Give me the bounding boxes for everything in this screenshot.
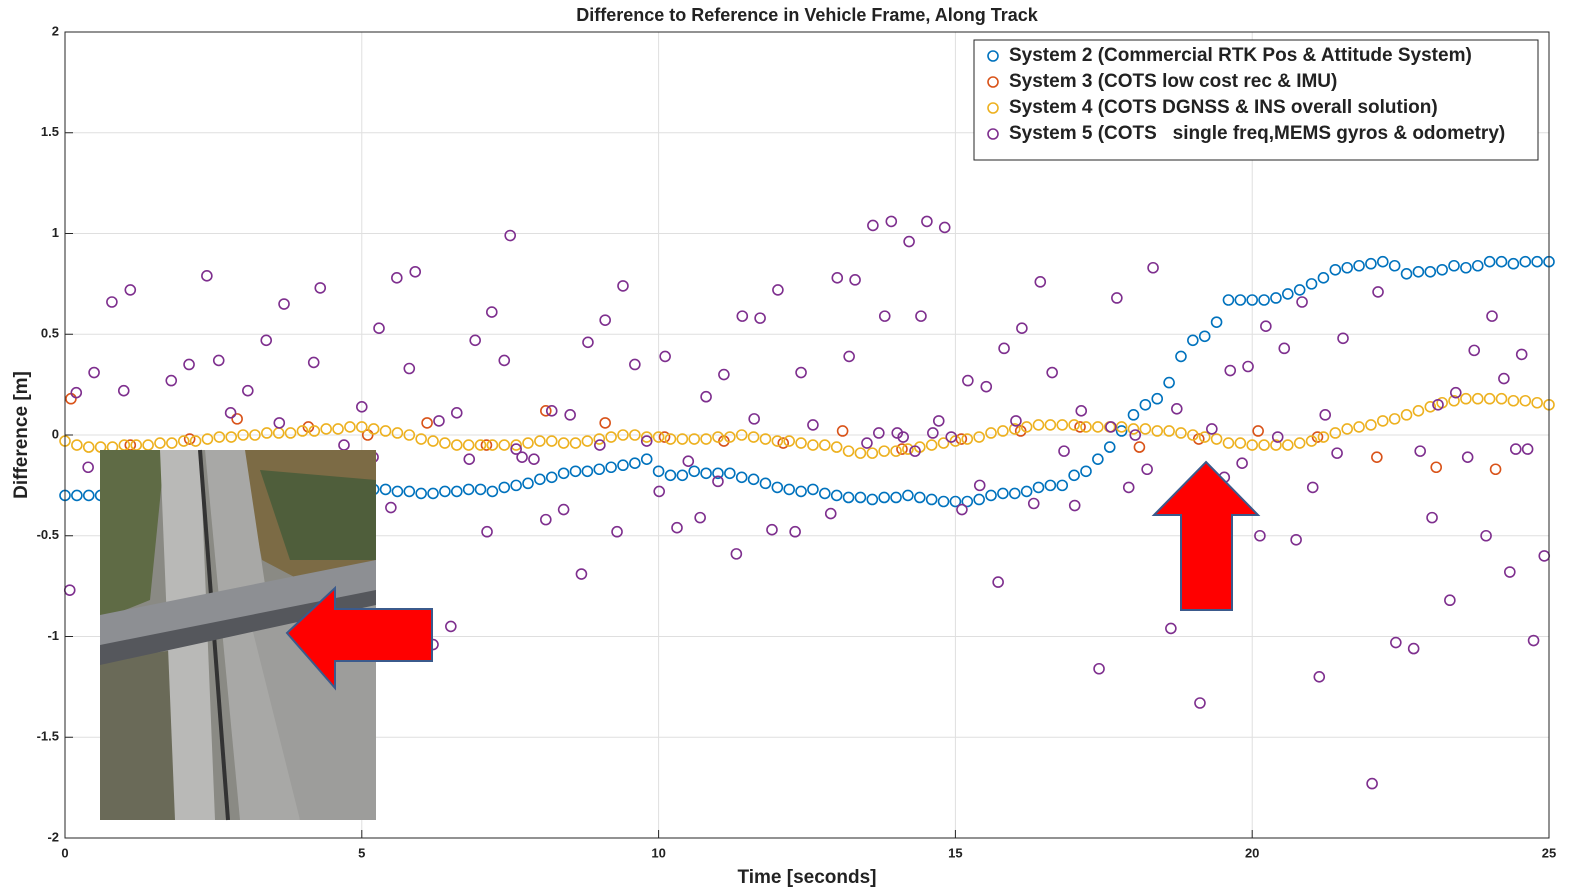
chart: Difference to Reference in Vehicle Frame… (0, 0, 1570, 891)
x-axis-label: Time [seconds] (737, 867, 876, 888)
y-tick-label: 2 (52, 23, 59, 38)
x-tick-label: 10 (651, 845, 665, 860)
y-tick-label: 0.5 (41, 326, 59, 341)
x-tick-label: 5 (358, 845, 365, 860)
photo-rocks (100, 650, 180, 820)
legend-label: System 3 (COTS low cost rec & IMU) (1009, 71, 1337, 92)
y-tick-label: 1.5 (41, 124, 59, 139)
y-tick-label: 0 (52, 426, 59, 441)
y-tick-label: -1.5 (37, 729, 59, 744)
legend-label: System 4 (COTS DGNSS & INS overall solut… (1009, 97, 1438, 118)
y-axis-label: Difference [m] (11, 371, 32, 499)
y-tick-label: 1 (52, 225, 59, 240)
y-tick-label: -2 (47, 829, 59, 844)
chart-title: Difference to Reference in Vehicle Frame… (576, 5, 1038, 25)
y-tick-label: -0.5 (37, 527, 59, 542)
x-tick-label: 15 (948, 845, 962, 860)
x-tick-label: 25 (1542, 845, 1556, 860)
legend-label: System 2 (Commercial RTK Pos & Attitude … (1009, 45, 1472, 66)
y-tick-label: -1 (47, 628, 59, 643)
x-tick-label: 0 (61, 845, 68, 860)
x-tick-label: 20 (1245, 845, 1259, 860)
legend: System 2 (Commercial RTK Pos & Attitude … (974, 40, 1538, 160)
legend-label: System 5 (COTS single freq,MEMS gyros & … (1009, 123, 1505, 144)
